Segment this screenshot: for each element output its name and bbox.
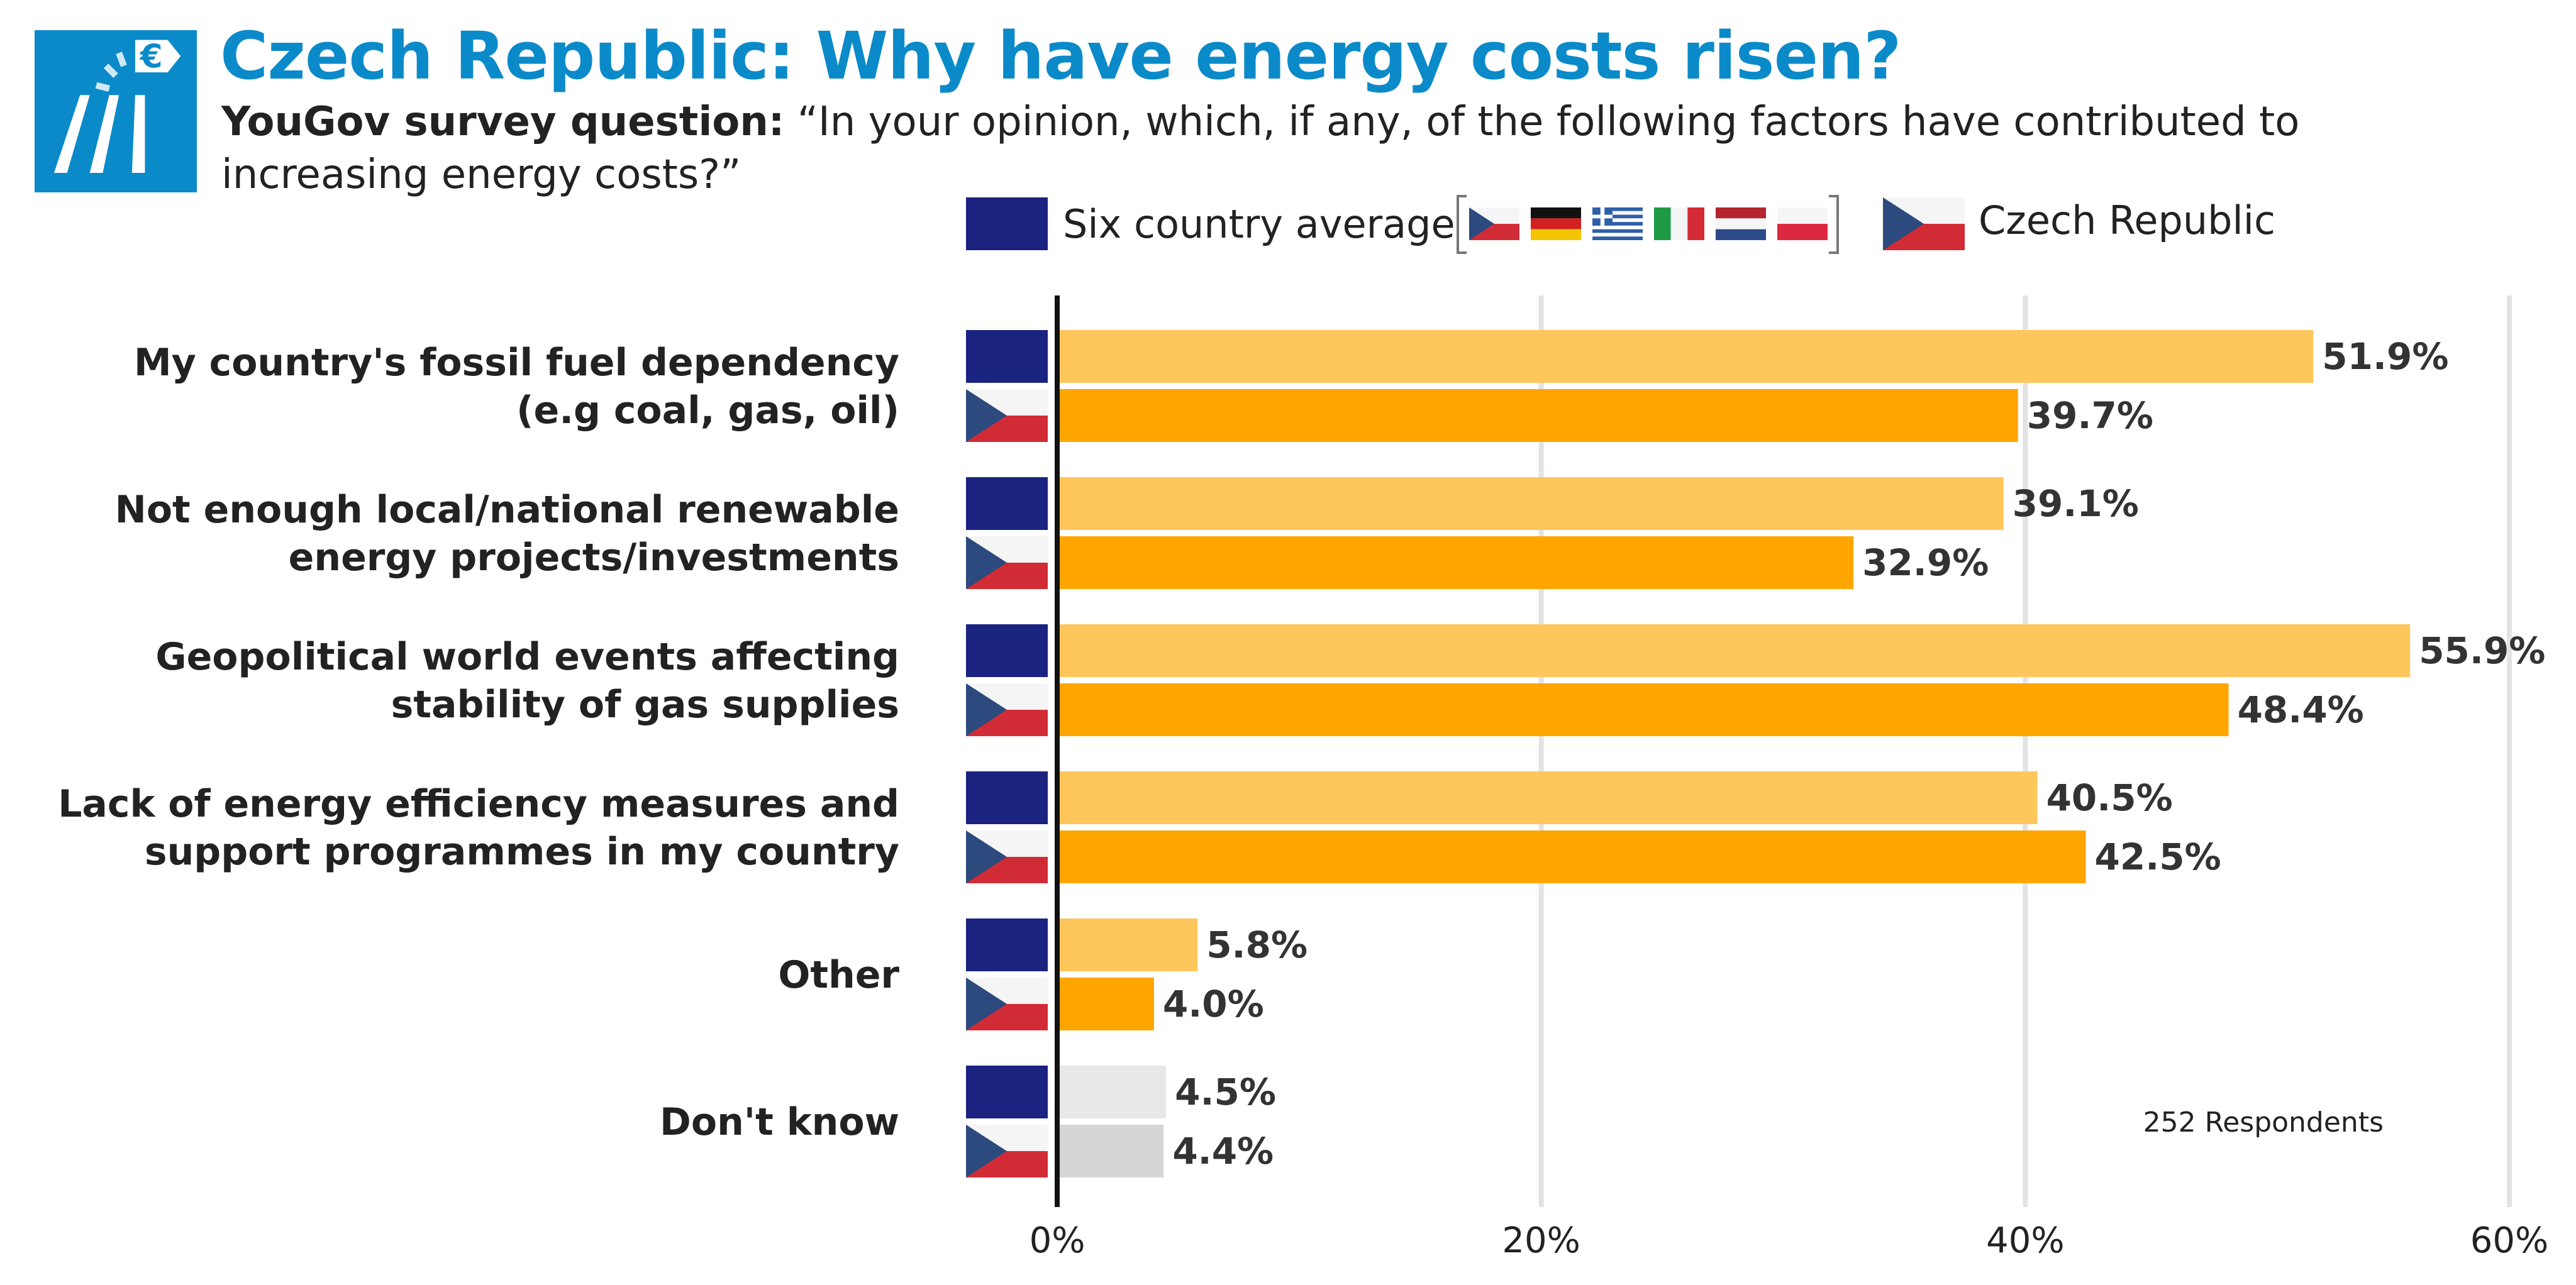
- bar-czech-republic: [1060, 683, 2229, 736]
- respondents-note: 252 Respondents: [2143, 1106, 2384, 1139]
- italian-flag-icon: [1654, 207, 1704, 240]
- value-label-average: 5.8%: [1206, 924, 1307, 966]
- value-label-czech-republic: 39.7%: [2027, 394, 2153, 437]
- category-label: support programmes in my country: [145, 830, 899, 874]
- subtitle-bold: YouGov survey question:: [221, 99, 785, 145]
- value-label-average: 51.9%: [2322, 335, 2448, 378]
- legend-bracket-left: [1457, 195, 1467, 254]
- value-label-czech-republic: 48.4%: [2238, 688, 2364, 731]
- polish-flag-icon: [1777, 207, 1828, 240]
- category-label: (e.g coal, gas, oil): [516, 389, 899, 433]
- eu-flag-icon: [966, 1066, 1048, 1118]
- bar-average: [1060, 330, 2314, 383]
- german-flag-icon: [1531, 207, 1581, 240]
- legend-czech-flag-icon: [1883, 197, 1965, 250]
- category-label: Not enough local/national renewable: [115, 488, 899, 532]
- bar-average: [1060, 477, 2004, 530]
- energy-price-euro-icon: €: [35, 30, 197, 192]
- greek-flag-icon: [1592, 207, 1643, 240]
- czech-flag-icon: [966, 683, 1048, 736]
- svg-text:€: €: [140, 38, 163, 75]
- czech-flag-icon: [966, 830, 1048, 883]
- bar-average: [1060, 1066, 1167, 1118]
- value-label-average: 39.1%: [2012, 482, 2139, 525]
- value-label-czech-republic: 4.0%: [1163, 983, 1264, 1025]
- bar-czech-republic: [1060, 389, 2018, 442]
- czech-flag-icon: [1469, 207, 1519, 240]
- x-tick-label: 20%: [1502, 1220, 1580, 1261]
- category-label: stability of gas supplies: [391, 683, 899, 727]
- value-label-average: 40.5%: [2046, 776, 2173, 819]
- bar-czech-republic: [1060, 1125, 1164, 1177]
- eu-flag-icon: [966, 330, 1048, 383]
- x-tick-label: 0%: [1030, 1220, 1085, 1261]
- category-label: Other: [778, 953, 899, 997]
- eu-flag-icon: [966, 771, 1048, 824]
- subtitle-text: “In your opinion, which, if any, of the …: [221, 99, 2300, 198]
- eu-flag-icon: [966, 918, 1048, 971]
- czech-flag-icon: [966, 1125, 1048, 1177]
- bar-average: [1060, 771, 2038, 824]
- bar-czech-republic: [1060, 830, 2086, 883]
- czech-flag-icon: [966, 389, 1048, 442]
- value-label-average: 55.9%: [2419, 629, 2545, 672]
- czech-flag-icon: [966, 978, 1048, 1030]
- chart-title: Czech Republic: Why have energy costs ri…: [220, 18, 1901, 94]
- category-label: Geopolitical world events affecting: [155, 635, 899, 679]
- legend-czech-republic-label: Czech Republic: [1979, 197, 2275, 243]
- bar-czech-republic: [1060, 978, 1154, 1030]
- category-label: My country's fossil fuel dependency: [134, 341, 899, 385]
- value-label-czech-republic: 42.5%: [2095, 836, 2221, 878]
- legend-average-swatch: [966, 197, 1048, 250]
- czech-flag-icon: [966, 536, 1048, 589]
- category-label: Don't know: [660, 1100, 899, 1144]
- eu-flag-icon: [966, 624, 1048, 677]
- dutch-flag-icon: [1716, 207, 1766, 240]
- category-label: Lack of energy efficiency measures and: [58, 782, 899, 826]
- value-label-czech-republic: 32.9%: [1862, 541, 1989, 584]
- bar-czech-republic: [1060, 536, 1854, 589]
- value-label-czech-republic: 4.4%: [1172, 1130, 1274, 1172]
- value-label-average: 4.5%: [1175, 1071, 1276, 1113]
- eu-flag-icon: [966, 477, 1048, 530]
- chart-subtitle: YouGov survey question: “In your opinion…: [221, 96, 2360, 201]
- bar-average: [1060, 624, 2411, 677]
- x-tick-label: 60%: [2470, 1220, 2548, 1261]
- x-tick-label: 40%: [1986, 1220, 2064, 1261]
- category-label: energy projects/investments: [289, 536, 899, 580]
- bar-average: [1060, 918, 1198, 971]
- legend-bracket-right: [1829, 195, 1839, 254]
- legend-average-label: Six country average: [1063, 201, 1455, 247]
